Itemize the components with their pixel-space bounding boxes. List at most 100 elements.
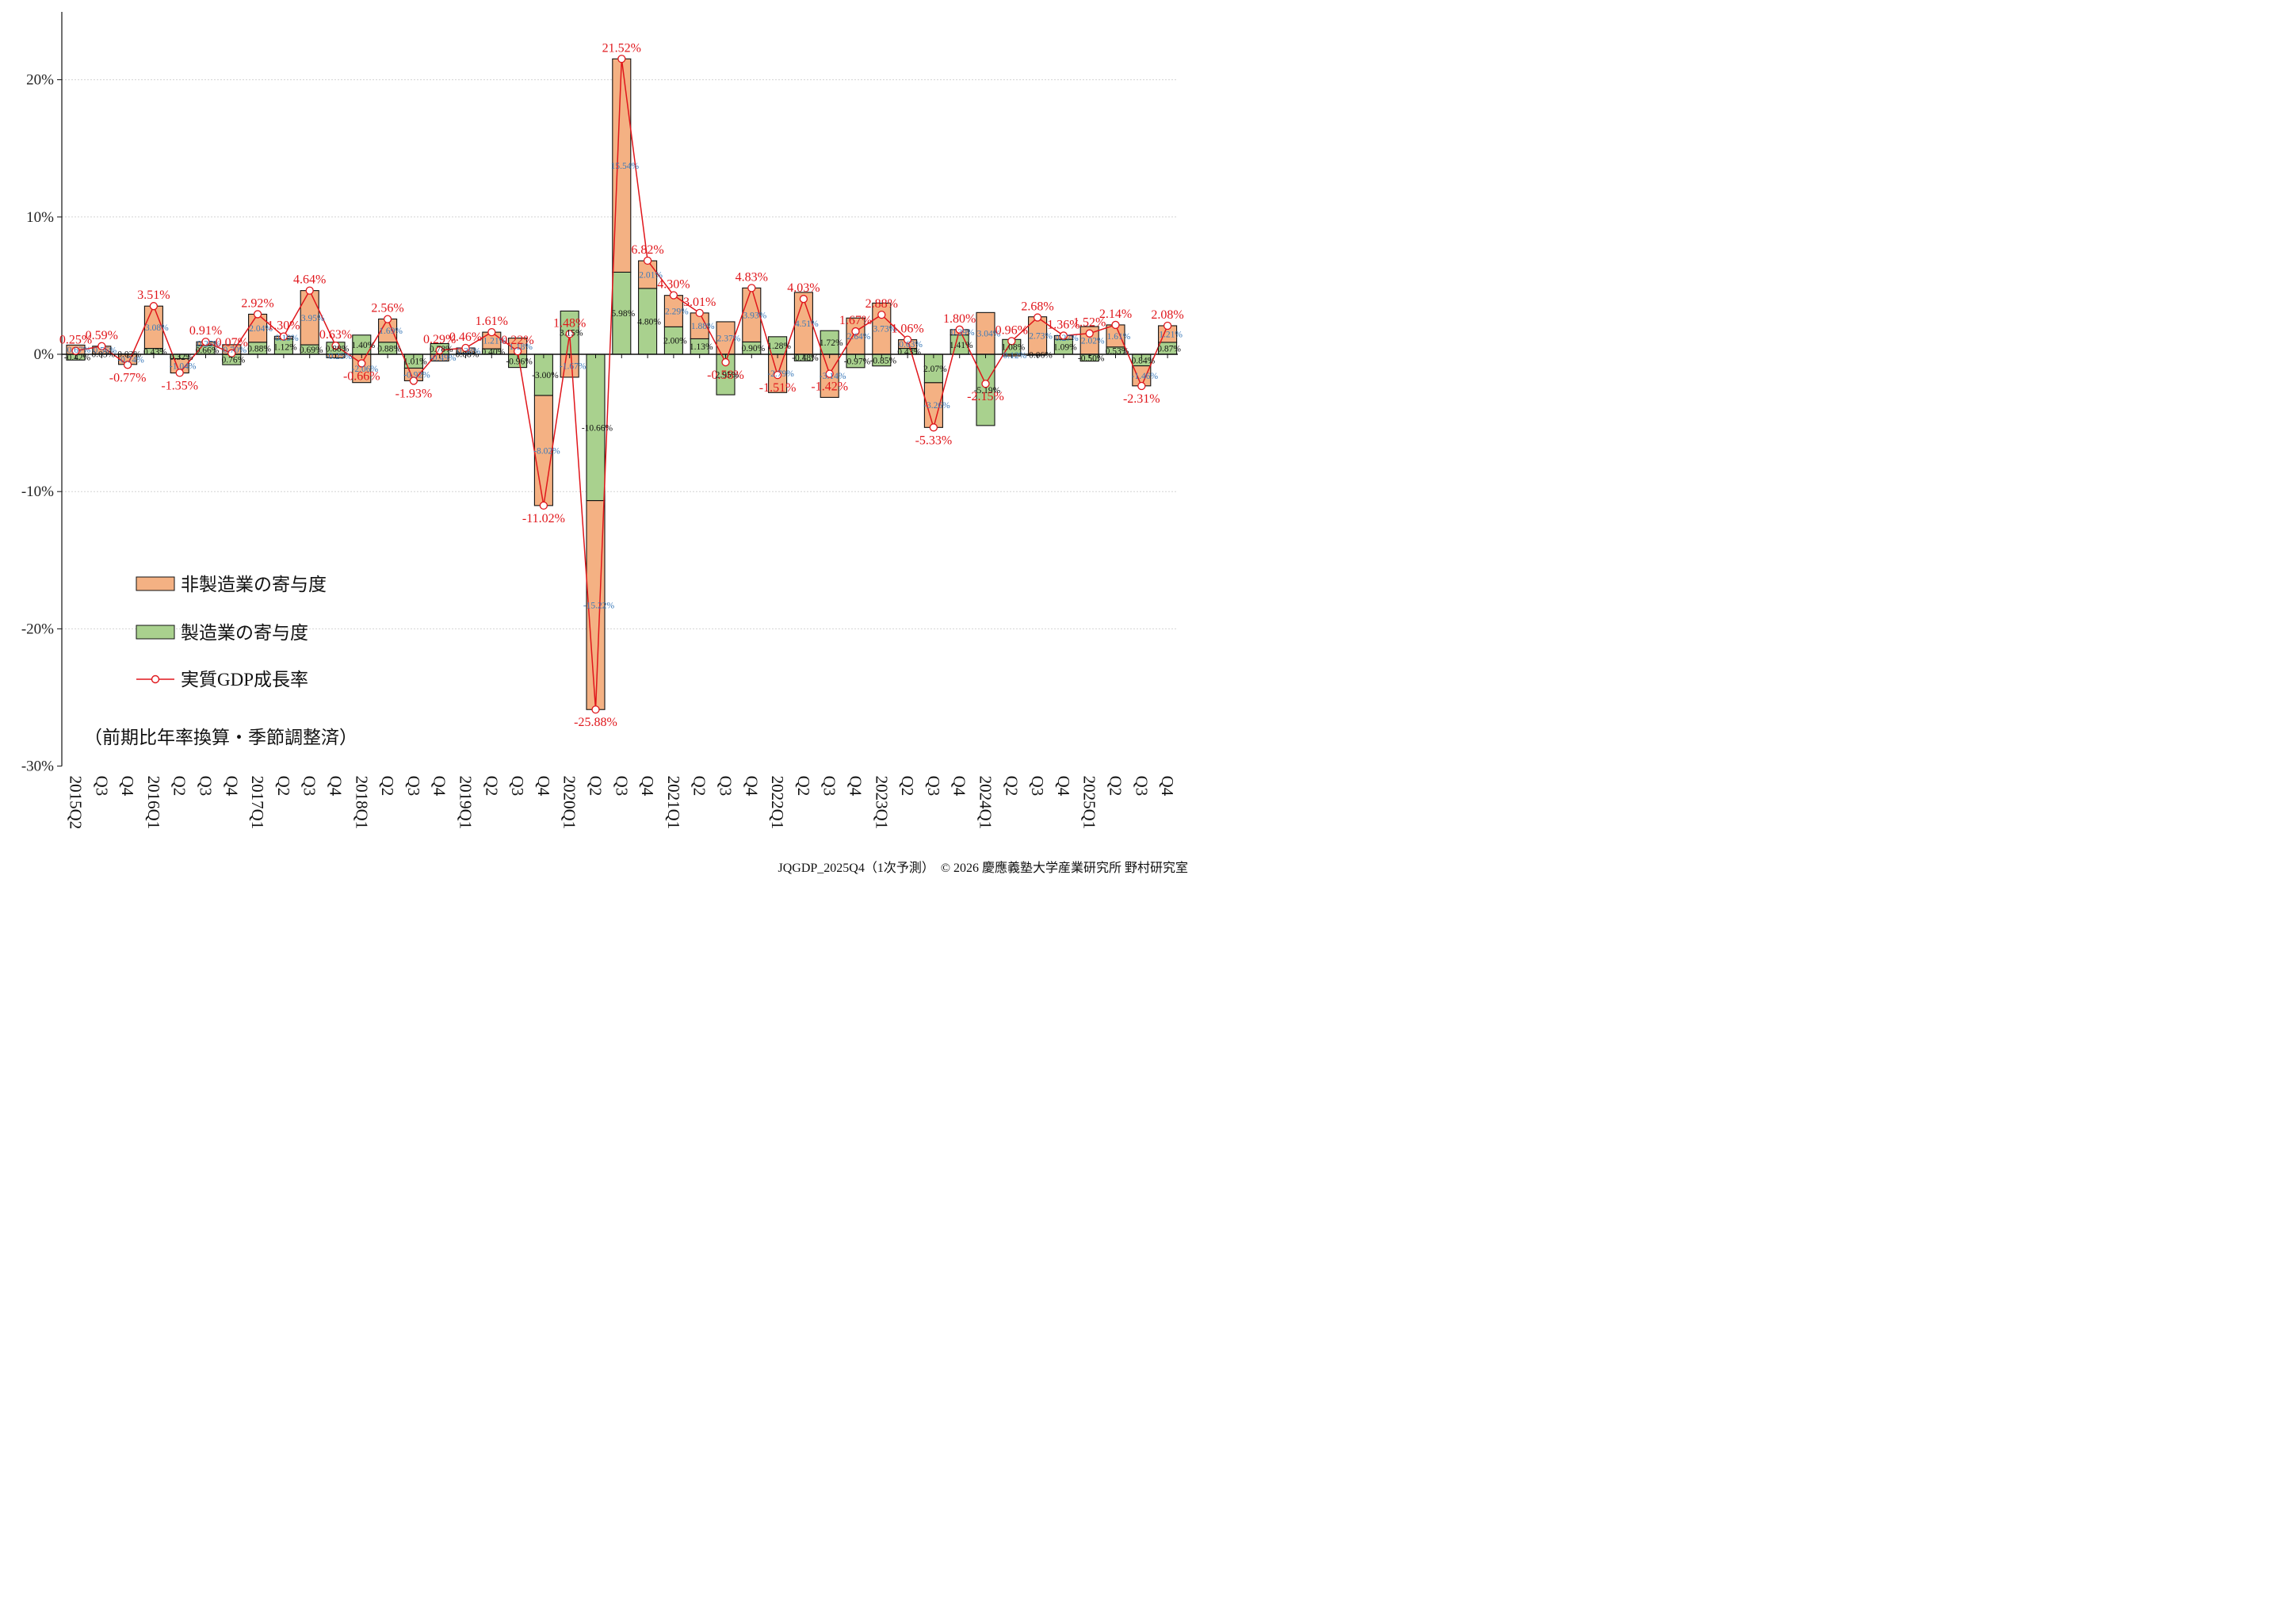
gdp-data-label: 1.36% [1047, 318, 1079, 331]
x-tick-label: Q4 [222, 776, 241, 797]
x-tick-label: 2019Q1 [457, 776, 476, 830]
gdp-point [1163, 321, 1172, 331]
nonmanufacturing-data-label: 0.67% [67, 346, 91, 355]
gdp-data-label: 4.30% [657, 278, 690, 292]
gdp-data-label: -1.42% [811, 380, 848, 394]
gdp-point [71, 346, 80, 355]
gdp-point [253, 310, 262, 319]
manufacturing-data-label: 1.28% [767, 342, 791, 351]
nonmanufacturing-data-label: -2.79% [767, 369, 794, 379]
x-tick-label: Q3 [508, 776, 527, 797]
nonmanufacturing-data-label: -1.67% [560, 361, 587, 371]
manufacturing-data-label: -0.50% [1078, 353, 1105, 363]
chart-annotation: （前期比年率換算・季節調整済） [84, 728, 357, 747]
nonmanufacturing-data-label: 3.04% [977, 330, 1001, 339]
x-tick-label: 2024Q1 [976, 776, 995, 830]
legend-label-gdp: 実質GDP成長率 [181, 670, 308, 690]
manufacturing-data-label: 5.98% [611, 309, 635, 319]
gdp-point [565, 330, 574, 338]
nonmanufacturing-data-label: 2.01% [639, 270, 663, 280]
nonmanufacturing-data-label: 1.21% [1159, 330, 1183, 339]
gdp-data-label: -1.51% [759, 381, 797, 395]
nonmanufacturing-data-label: 2.29% [665, 308, 689, 317]
gdp-point [279, 332, 288, 341]
x-tick-label: Q2 [170, 776, 189, 797]
x-tick-label: Q3 [716, 776, 736, 797]
gdp-data-label: 3.51% [137, 288, 170, 302]
manufacturing-data-label: 0.87% [1157, 344, 1181, 353]
gdp-point [201, 338, 210, 346]
gdp-data-label: -0.58% [707, 369, 744, 382]
gdp-data-label: -25.88% [574, 716, 617, 729]
nonmanufacturing-data-label: 0.12% [1003, 351, 1026, 361]
nonmanufacturing-data-label: 1.21% [483, 337, 506, 346]
manufacturing-data-label: 0.53% [1106, 346, 1129, 356]
manufacturing-data-label: 0.84% [1131, 356, 1155, 365]
gdp-data-label: 2.14% [1099, 308, 1132, 321]
nonmanufacturing-data-label: 0.63% [899, 340, 923, 350]
gdp-point [1033, 313, 1042, 322]
nonmanufacturing-data-label: 1.88% [691, 322, 715, 331]
nonmanufacturing-data-label: -3.26% [923, 401, 950, 411]
x-tick-label: 2017Q1 [248, 776, 267, 830]
nonmanufacturing-data-label: -8.02% [533, 446, 560, 456]
gdp-point [903, 335, 912, 344]
gdp-point [1137, 381, 1146, 391]
nonmanufacturing-data-label: 3.95% [301, 314, 325, 323]
gdp-data-label: 4.83% [736, 270, 768, 284]
nonmanufacturing-data-label: -0.25% [326, 352, 353, 361]
gdp-point [877, 310, 886, 319]
manufacturing-data-label: 0.40% [481, 348, 505, 357]
gdp-data-label: 4.03% [787, 281, 820, 295]
manufacturing-data-label: -0.85% [870, 356, 897, 365]
y-tick-label: 20% [26, 72, 54, 89]
manufacturing-data-label: 1.12% [273, 342, 297, 352]
gdp-point [643, 256, 652, 266]
nonmanufacturing-data-label: -1.46% [1132, 372, 1159, 381]
footer-credit: JQGDP_2025Q4（1次予測） © 2026 慶應義塾大学産業研究所 野村… [778, 862, 1188, 875]
nonmanufacturing-data-label: 3.93% [743, 311, 766, 320]
nonmanufacturing-data-label: -0.74% [117, 355, 144, 365]
x-tick-label: Q2 [898, 776, 917, 797]
manufacturing-data-label: -0.97% [844, 357, 871, 366]
manufacturing-data-label: 2.00% [663, 337, 687, 346]
gdp-point [1111, 320, 1120, 330]
gdp-point [149, 302, 159, 311]
gdp-data-label: -2.31% [1123, 392, 1160, 406]
nonmanufacturing-data-label: -0.49% [430, 353, 457, 363]
gdp-point [1085, 329, 1094, 338]
nonmanufacturing-data-label: 0.38% [457, 346, 481, 356]
gdp-data-label: 0.29% [423, 333, 456, 346]
manufacturing-data-label: 0.08% [456, 350, 480, 359]
gdp-data-label: 2.88% [865, 297, 898, 311]
legend-swatch-manufacturing [136, 625, 175, 640]
manufacturing-data-label: -10.66% [582, 423, 613, 433]
gdp-data-label: -2.15% [967, 390, 1004, 403]
gdp-point [383, 315, 392, 323]
x-tick-label: 2015Q2 [67, 776, 86, 830]
gdp-point [305, 286, 314, 295]
gdp-point [721, 357, 730, 367]
gdp-data-label: 1.48% [553, 316, 586, 330]
gdp-data-label: 2.56% [371, 302, 403, 315]
x-tick-label: Q3 [197, 776, 216, 797]
legend-label-manufacturing: 製造業の寄与度 [181, 623, 308, 643]
x-tick-label: 2016Q1 [144, 776, 163, 830]
gdp-point [825, 369, 834, 378]
y-tick-label: -20% [21, 621, 54, 637]
gdp-data-label: -11.02% [522, 512, 565, 525]
nonmanufacturing-data-label: 0.56% [93, 346, 117, 356]
x-tick-label: Q4 [327, 776, 346, 797]
x-tick-label: Q2 [482, 776, 501, 797]
manufacturing-data-label: 0.88% [377, 344, 401, 353]
nonmanufacturing-data-label: 0.19% [275, 334, 299, 343]
manufacturing-data-label: -0.06% [1026, 351, 1053, 361]
nonmanufacturing-data-label: 1.69% [379, 327, 403, 336]
gdp-data-label: 1.52% [1073, 316, 1106, 330]
nonmanufacturing-data-label: -15.22% [583, 601, 615, 610]
gdp-growth-line [71, 55, 1172, 714]
gdp-data-label: 21.52% [602, 41, 641, 55]
manufacturing-data-label: 0.43% [143, 347, 167, 357]
manufacturing-data-label: 0.76% [221, 356, 245, 365]
manufacturing-data-label: 4.80% [637, 317, 661, 327]
